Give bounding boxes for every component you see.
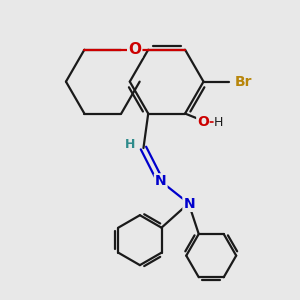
Text: O: O xyxy=(128,42,141,57)
Text: Br: Br xyxy=(234,75,252,88)
Text: O: O xyxy=(197,116,209,130)
Text: H: H xyxy=(125,138,136,151)
Text: N: N xyxy=(155,174,167,188)
Text: N: N xyxy=(183,197,195,211)
Text: H: H xyxy=(214,116,223,129)
